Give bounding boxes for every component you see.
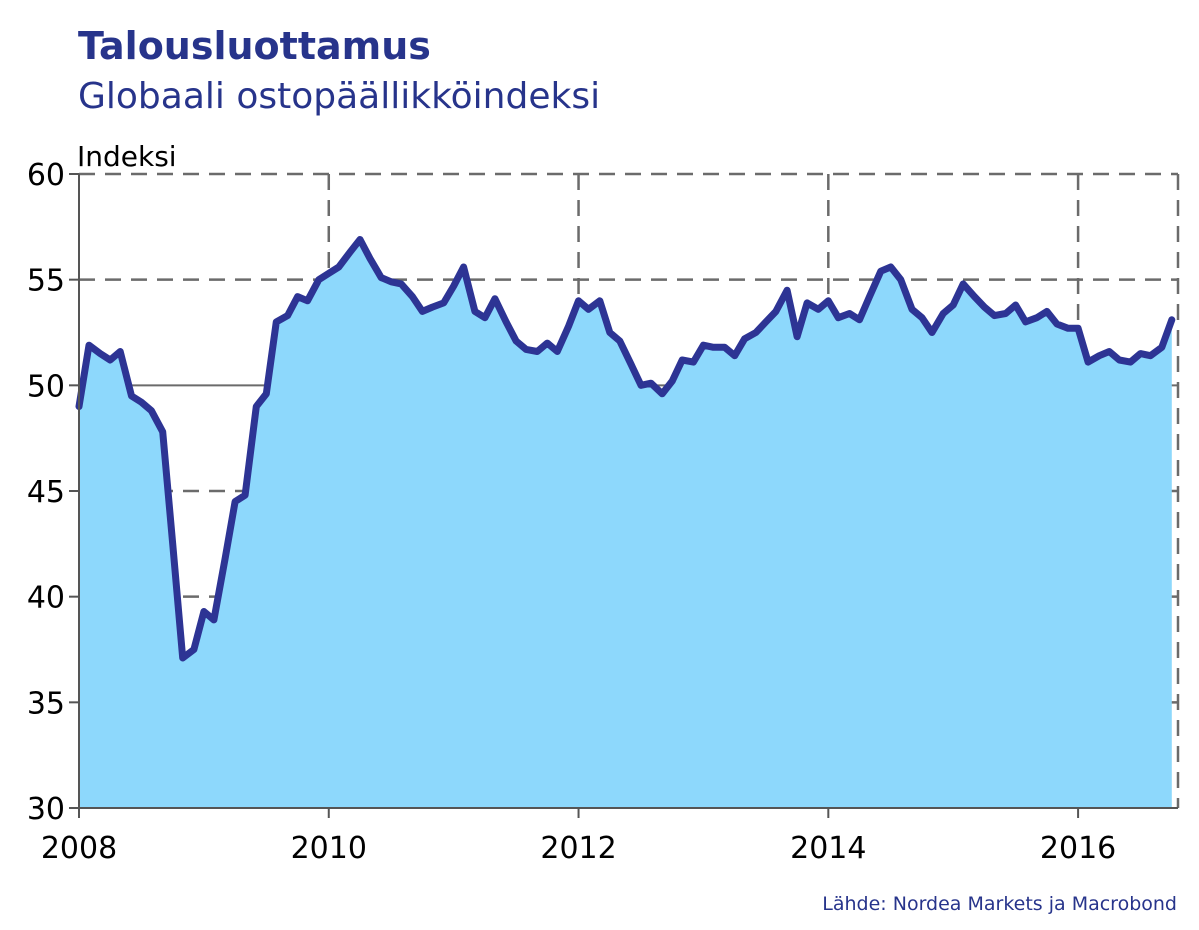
y-tick-label-35: 35 — [27, 686, 65, 721]
y-tick-label-55: 55 — [27, 264, 65, 299]
y-tick-label-60: 60 — [27, 158, 65, 193]
area-layer — [75, 236, 1176, 808]
y-tick-label-45: 45 — [27, 475, 65, 510]
y-axis-label: Indeksi — [77, 140, 177, 173]
series-line — [75, 236, 1176, 662]
y-tick-label-30: 30 — [27, 792, 65, 827]
x-tick-label-2010: 2010 — [291, 831, 367, 866]
x-tick-label-2012: 2012 — [540, 831, 616, 866]
y-tick-label-50: 50 — [27, 369, 65, 404]
x-tick-label-2014: 2014 — [790, 831, 866, 866]
x-tick-label-2016: 2016 — [1040, 831, 1116, 866]
tick-label-layer: 30 35 40 45 50 55 60 2008 2010 2012 2014 2016 — [27, 158, 1116, 866]
chart-subtitle: Globaali ostopäällikköindeksi — [78, 76, 601, 117]
chart-title: Talousluottamus — [78, 24, 431, 68]
axis-layer — [69, 173, 1178, 818]
series-area-fill — [79, 239, 1172, 808]
x-tick-label-2008: 2008 — [41, 831, 117, 866]
y-tick-label-40: 40 — [27, 581, 65, 616]
source-note: Lähde: Nordea Markets ja Macrobond — [822, 893, 1177, 915]
